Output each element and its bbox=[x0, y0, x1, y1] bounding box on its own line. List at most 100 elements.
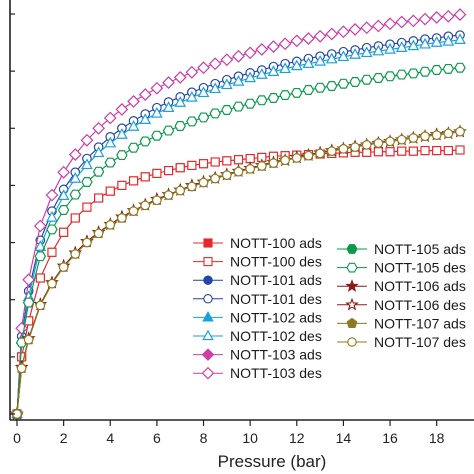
data-point-nott-105-des bbox=[162, 125, 175, 136]
legend-item-nott-105-ads: NOTT-105 ads bbox=[337, 241, 466, 257]
data-point-nott-102-des bbox=[46, 211, 58, 222]
legend-marker-nott-102-ads bbox=[202, 311, 214, 322]
data-point-nott-100-des bbox=[210, 157, 220, 167]
data-point-nott-103-des bbox=[208, 57, 222, 70]
legend-label-nott-106-des: NOTT-106 des bbox=[374, 297, 466, 313]
data-point-nott-100-des bbox=[443, 146, 453, 156]
data-point-nott-105-des bbox=[221, 105, 233, 115]
data-point-nott-103-des bbox=[173, 71, 187, 84]
data-point-nott-105-des bbox=[209, 108, 221, 119]
data-point-nott-100-des bbox=[164, 166, 174, 176]
data-point-nott-107-des bbox=[105, 220, 116, 230]
data-point-nott-105-des bbox=[186, 116, 198, 127]
data-point-nott-102-des bbox=[232, 75, 245, 86]
data-point-nott-105-des bbox=[361, 74, 373, 85]
legend-marker-nott-103-des bbox=[201, 366, 215, 380]
data-point-nott-100-des bbox=[233, 155, 244, 165]
x-tick-label: 0 bbox=[13, 430, 21, 446]
legend-label-nott-102-des: NOTT-102 des bbox=[230, 328, 322, 344]
data-point-nott-103-des bbox=[92, 122, 105, 135]
data-point-nott-107-des bbox=[35, 300, 46, 311]
data-point-nott-107-des bbox=[210, 173, 220, 184]
data-point-nott-102-des bbox=[291, 59, 303, 71]
data-point-nott-102-des bbox=[349, 48, 361, 59]
data-point-nott-100-des bbox=[187, 160, 197, 170]
data-point-nott-105-des bbox=[81, 177, 93, 187]
legend-marker-nott-107-des bbox=[347, 337, 357, 347]
data-point-nott-107-des bbox=[350, 142, 360, 152]
data-point-nott-100-des bbox=[94, 193, 104, 203]
data-point-nott-102-des bbox=[302, 57, 315, 68]
data-point-nott-102-des bbox=[326, 52, 338, 64]
data-point-nott-100-des bbox=[152, 168, 162, 178]
data-point-nott-102-des bbox=[34, 240, 47, 251]
data-point-nott-102-des bbox=[372, 44, 385, 56]
data-point-nott-103-des bbox=[360, 21, 374, 34]
legend-item-nott-103-ads: NOTT-103 ads bbox=[193, 347, 322, 363]
data-point-nott-105-des bbox=[256, 95, 268, 106]
legend-marker-nott-105-ads bbox=[346, 244, 358, 254]
data-point-nott-107-des bbox=[268, 158, 279, 168]
data-point-nott-100-des bbox=[70, 213, 80, 223]
data-point-nott-105-des bbox=[314, 82, 326, 93]
series-line-nott-105-des bbox=[16, 67, 461, 415]
data-point-nott-103-des bbox=[80, 134, 94, 147]
data-point-nott-105-des bbox=[372, 73, 385, 83]
data-point-nott-103-des bbox=[372, 19, 385, 33]
data-point-nott-102-des bbox=[92, 146, 105, 158]
legend-item-nott-101-des: NOTT-101 des bbox=[193, 291, 322, 307]
data-point-nott-107-des bbox=[315, 148, 325, 159]
data-point-nott-107-des bbox=[152, 195, 162, 206]
data-point-nott-102-des bbox=[197, 86, 210, 98]
data-point-nott-107-des bbox=[327, 146, 337, 156]
legend-item-nott-101-ads: NOTT-101 ads bbox=[193, 272, 322, 288]
x-tick-label: 18 bbox=[429, 430, 445, 446]
legend-marker-nott-106-ads bbox=[345, 279, 359, 292]
data-point-nott-102-des bbox=[69, 172, 82, 183]
data-point-nott-105-des bbox=[116, 150, 128, 161]
data-point-nott-103-des bbox=[418, 12, 432, 26]
data-point-nott-102-des bbox=[407, 39, 420, 51]
data-point-nott-103-des bbox=[34, 219, 47, 233]
data-point-nott-103-des bbox=[442, 10, 455, 23]
data-point-nott-105-des bbox=[92, 166, 105, 177]
data-point-nott-100-des bbox=[198, 159, 209, 169]
data-point-nott-107-des bbox=[175, 185, 185, 196]
x-tick-label: 4 bbox=[106, 430, 114, 446]
data-point-nott-102-des bbox=[221, 78, 233, 90]
data-point-nott-103-des bbox=[232, 50, 245, 63]
data-point-nott-103-des bbox=[57, 166, 70, 179]
legend-marker-nott-105-des bbox=[346, 262, 358, 273]
data-point-nott-107-des bbox=[128, 206, 139, 216]
legend-marker-nott-101-ads bbox=[203, 275, 213, 285]
data-point-nott-103-des bbox=[348, 23, 362, 36]
data-point-nott-107-des bbox=[93, 228, 104, 239]
data-point-nott-103-des bbox=[337, 25, 350, 38]
data-point-nott-102-des bbox=[127, 120, 140, 131]
data-point-nott-107-des bbox=[187, 181, 197, 192]
data-point-nott-107-des bbox=[70, 249, 81, 259]
data-point-nott-102-des bbox=[384, 43, 396, 54]
data-point-nott-102-des bbox=[256, 68, 268, 79]
data-point-nott-105-des bbox=[244, 98, 256, 109]
data-point-nott-100-des bbox=[35, 273, 45, 283]
data-point-nott-102-des bbox=[244, 71, 256, 83]
data-point-nott-103-des bbox=[243, 46, 257, 60]
data-point-nott-102-des bbox=[81, 158, 93, 170]
data-point-nott-103-des bbox=[325, 27, 339, 41]
legend-marker-nott-106-des bbox=[345, 297, 359, 311]
data-point-nott-100-des bbox=[47, 247, 57, 257]
data-point-nott-105-des bbox=[139, 136, 151, 147]
data-point-nott-107-des bbox=[338, 144, 349, 154]
series-nott-103-des bbox=[10, 8, 467, 421]
legend-label-nott-100-ads: NOTT-100 ads bbox=[230, 235, 322, 251]
data-point-nott-107-des bbox=[140, 200, 150, 211]
data-point-nott-100-des bbox=[373, 147, 383, 157]
data-point-nott-102-des bbox=[209, 82, 221, 94]
data-point-nott-100-des bbox=[82, 202, 92, 212]
data-point-nott-107-des bbox=[396, 134, 407, 145]
data-point-nott-102-des bbox=[395, 41, 408, 52]
data-point-nott-103-des bbox=[138, 88, 152, 101]
legend-item-nott-100-des: NOTT-100 des bbox=[193, 254, 322, 270]
